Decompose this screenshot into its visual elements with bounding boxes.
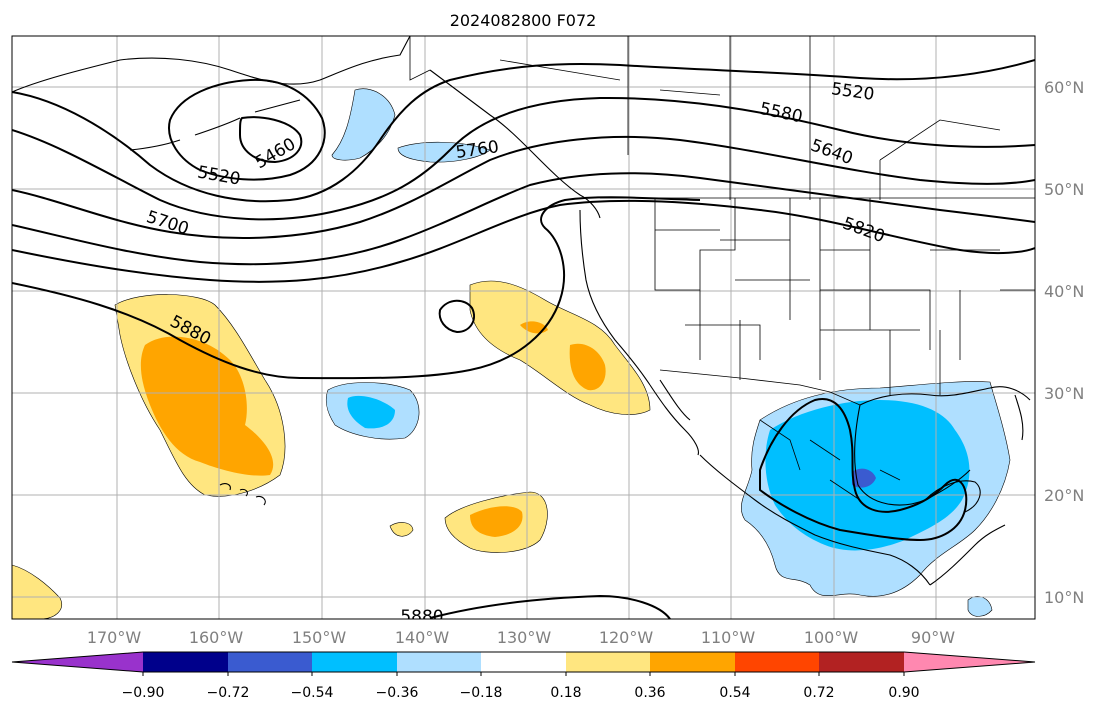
lon-label: 160°W bbox=[189, 628, 244, 647]
colorbar-segment bbox=[566, 652, 650, 672]
strong-negative-anomaly-central-pacific bbox=[347, 395, 395, 429]
colorbar-tick-label: 0.18 bbox=[550, 685, 581, 701]
coastlines bbox=[12, 36, 1031, 586]
contour-5760 bbox=[12, 172, 1035, 266]
colorbar-segment bbox=[12, 652, 143, 672]
gridlines bbox=[12, 36, 1035, 619]
central-america bbox=[929, 524, 1006, 586]
us-mexico-border bbox=[659, 369, 861, 406]
contour-5520-closed-low bbox=[168, 78, 326, 181]
colorbar-tick-label: 0.54 bbox=[719, 685, 750, 701]
lat-label: 20°N bbox=[1044, 486, 1084, 505]
colorbar-segment bbox=[312, 652, 397, 672]
canada-north-lines bbox=[499, 59, 721, 96]
latitude-labels: 60°N 50°N 40°N 30°N 20°N 10°N bbox=[1044, 78, 1084, 607]
colorbar-segment bbox=[143, 652, 228, 672]
colorbar-segment bbox=[481, 652, 566, 672]
contour-5640-west bbox=[12, 96, 1035, 221]
lon-label: 140°W bbox=[395, 628, 450, 647]
us-west-coast bbox=[579, 209, 651, 386]
lon-label: 130°W bbox=[497, 628, 552, 647]
lat-label: 60°N bbox=[1044, 78, 1084, 97]
longitude-labels: 170°W 160°W 150°W 140°W 130°W 120°W 110°… bbox=[87, 628, 955, 647]
mexico-pacific-coast bbox=[699, 454, 931, 586]
strong-positive-anomaly-off-california bbox=[569, 343, 606, 391]
small-positive-anomaly-spot-2 bbox=[389, 522, 414, 537]
colorbar-tick-labels: −0.90 −0.72 −0.54 −0.36 −0.18 0.18 0.36 … bbox=[122, 685, 920, 701]
strong-positive-anomaly-subtropical-pacific bbox=[470, 506, 523, 537]
colorbar bbox=[11, 651, 1036, 676]
map-title: 2024082800 F072 bbox=[450, 11, 597, 30]
contour-label: 5880 bbox=[400, 607, 443, 627]
contour-5700-west bbox=[12, 135, 1035, 239]
colorbar-segment bbox=[819, 652, 904, 672]
lon-label: 90°W bbox=[911, 628, 955, 647]
colorbar-segment bbox=[650, 652, 735, 672]
colorbar-tick-label: 0.72 bbox=[803, 685, 834, 701]
colorbar-segment bbox=[397, 652, 481, 672]
contour-5880-south bbox=[429, 594, 671, 619]
anomaly-fills bbox=[12, 88, 1011, 619]
colorbar-tick-label: 0.90 bbox=[888, 685, 919, 701]
lon-label: 110°W bbox=[701, 628, 756, 647]
colorbar-tick-label: −0.18 bbox=[460, 685, 503, 701]
alaska-coast bbox=[12, 36, 411, 93]
colorbar-segment bbox=[735, 652, 819, 672]
contour-5580-west bbox=[12, 59, 1035, 203]
lon-label: 170°W bbox=[87, 628, 142, 647]
negative-anomaly-southern-spot bbox=[967, 596, 993, 617]
height-contours bbox=[12, 59, 1035, 619]
colorbar-tick-label: −0.54 bbox=[291, 685, 334, 701]
lat-label: 50°N bbox=[1044, 180, 1084, 199]
florida bbox=[1014, 394, 1024, 441]
colorbar-segment bbox=[904, 652, 1035, 672]
lon-label: 150°W bbox=[292, 628, 347, 647]
mexico-states bbox=[759, 419, 901, 501]
colorbar-tick-label: 0.36 bbox=[634, 685, 665, 701]
positive-anomaly-off-california bbox=[469, 280, 651, 415]
baja-california bbox=[649, 379, 699, 456]
lat-label: 30°N bbox=[1044, 384, 1084, 403]
contour-5880-small-low bbox=[438, 299, 476, 334]
colorbar-segment bbox=[228, 652, 312, 672]
hawaii-islands bbox=[219, 483, 266, 506]
contour-5880-mexico bbox=[759, 398, 968, 542]
canada-provinces bbox=[627, 36, 1001, 200]
lon-label: 100°W bbox=[804, 628, 859, 647]
map-frame bbox=[11, 35, 1036, 620]
colorbar-tick-label: −0.72 bbox=[207, 685, 250, 701]
contour-5880-subtropical-high bbox=[12, 196, 701, 380]
alaska-canada-border bbox=[409, 36, 431, 81]
contour-5460 bbox=[238, 116, 303, 164]
bc-coast bbox=[429, 69, 601, 219]
lat-label: 40°N bbox=[1044, 282, 1084, 301]
strong-positive-anomaly-west-pacific bbox=[140, 336, 274, 476]
lat-label: 10°N bbox=[1044, 588, 1084, 607]
lon-label: 120°W bbox=[599, 628, 654, 647]
colorbar-tick-label: −0.36 bbox=[376, 685, 419, 701]
negative-anomaly-north-pacific-band bbox=[397, 141, 491, 163]
gulf-coast bbox=[854, 386, 1031, 506]
aleutian-islands bbox=[129, 99, 301, 151]
colorbar-tick-label: −0.90 bbox=[122, 685, 165, 701]
